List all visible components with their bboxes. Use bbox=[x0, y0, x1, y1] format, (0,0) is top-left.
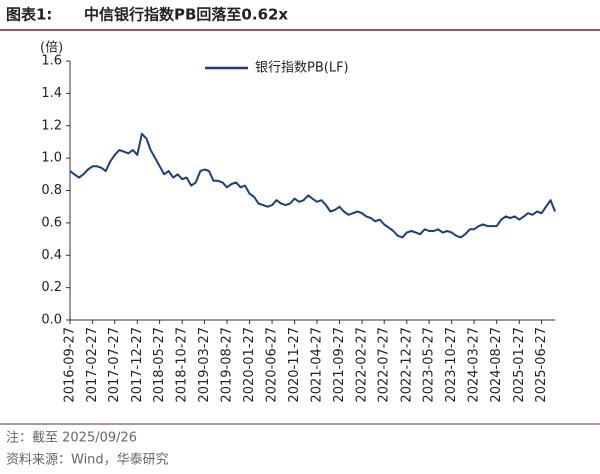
chart-title: 中信银行指数PB回落至0.62x bbox=[84, 6, 288, 24]
source: 资料来源：Wind，华泰研究 bbox=[6, 453, 169, 468]
legend-label: 银行指数PB(LF) bbox=[255, 61, 349, 76]
y-tick-label: 0.0 bbox=[41, 313, 62, 328]
note: 注：截至 2025/09/26 bbox=[6, 431, 137, 446]
y-tick-label: 1.4 bbox=[41, 86, 62, 101]
x-tick-label: 2017-02-27 bbox=[85, 327, 100, 403]
y-unit: (倍) bbox=[40, 41, 63, 56]
y-tick-label: 0.8 bbox=[41, 183, 62, 198]
x-tick-label: 2021-04-27 bbox=[309, 327, 324, 403]
x-tick-label: 2025-01-27 bbox=[512, 327, 527, 403]
x-tick-label: 2024-03-27 bbox=[467, 327, 482, 403]
x-tick-label: 2020-11-27 bbox=[287, 327, 302, 403]
x-tick-label: 2023-05-27 bbox=[422, 327, 437, 403]
y-tick-label: 0.6 bbox=[41, 215, 62, 230]
x-tick-label: 2021-09-27 bbox=[332, 327, 347, 403]
x-tick-label: 2020-06-27 bbox=[265, 327, 280, 403]
x-tick-label: 2020-01-27 bbox=[242, 327, 257, 403]
x-tick-label: 2025-06-27 bbox=[534, 327, 549, 403]
x-tick-label: 2017-07-27 bbox=[107, 327, 122, 403]
x-tick-label: 2022-12-27 bbox=[399, 327, 414, 403]
y-tick-label: 1.0 bbox=[41, 151, 62, 166]
x-tick-label: 2017-12-27 bbox=[130, 327, 145, 403]
y-tick-label: 0.2 bbox=[41, 280, 62, 295]
y-tick-label: 1.2 bbox=[41, 118, 62, 133]
x-tick-label: 2019-03-27 bbox=[197, 327, 212, 403]
x-tick-label: 2019-08-27 bbox=[220, 327, 235, 403]
x-tick-label: 2022-02-27 bbox=[355, 327, 370, 403]
series-line bbox=[69, 132, 556, 239]
x-tick-label: 2018-10-27 bbox=[175, 327, 190, 403]
figure-label: 图表1: bbox=[6, 6, 52, 24]
x-tick-label: 2024-08-27 bbox=[489, 327, 504, 403]
x-tick-label: 2022-07-27 bbox=[377, 327, 392, 403]
y-tick-label: 0.4 bbox=[41, 248, 62, 263]
x-tick-label: 2018-05-27 bbox=[152, 327, 167, 403]
x-tick-label: 2023-10-27 bbox=[444, 327, 459, 403]
x-tick-label: 2016-09-27 bbox=[63, 327, 78, 403]
y-tick-label: 1.6 bbox=[41, 54, 62, 69]
